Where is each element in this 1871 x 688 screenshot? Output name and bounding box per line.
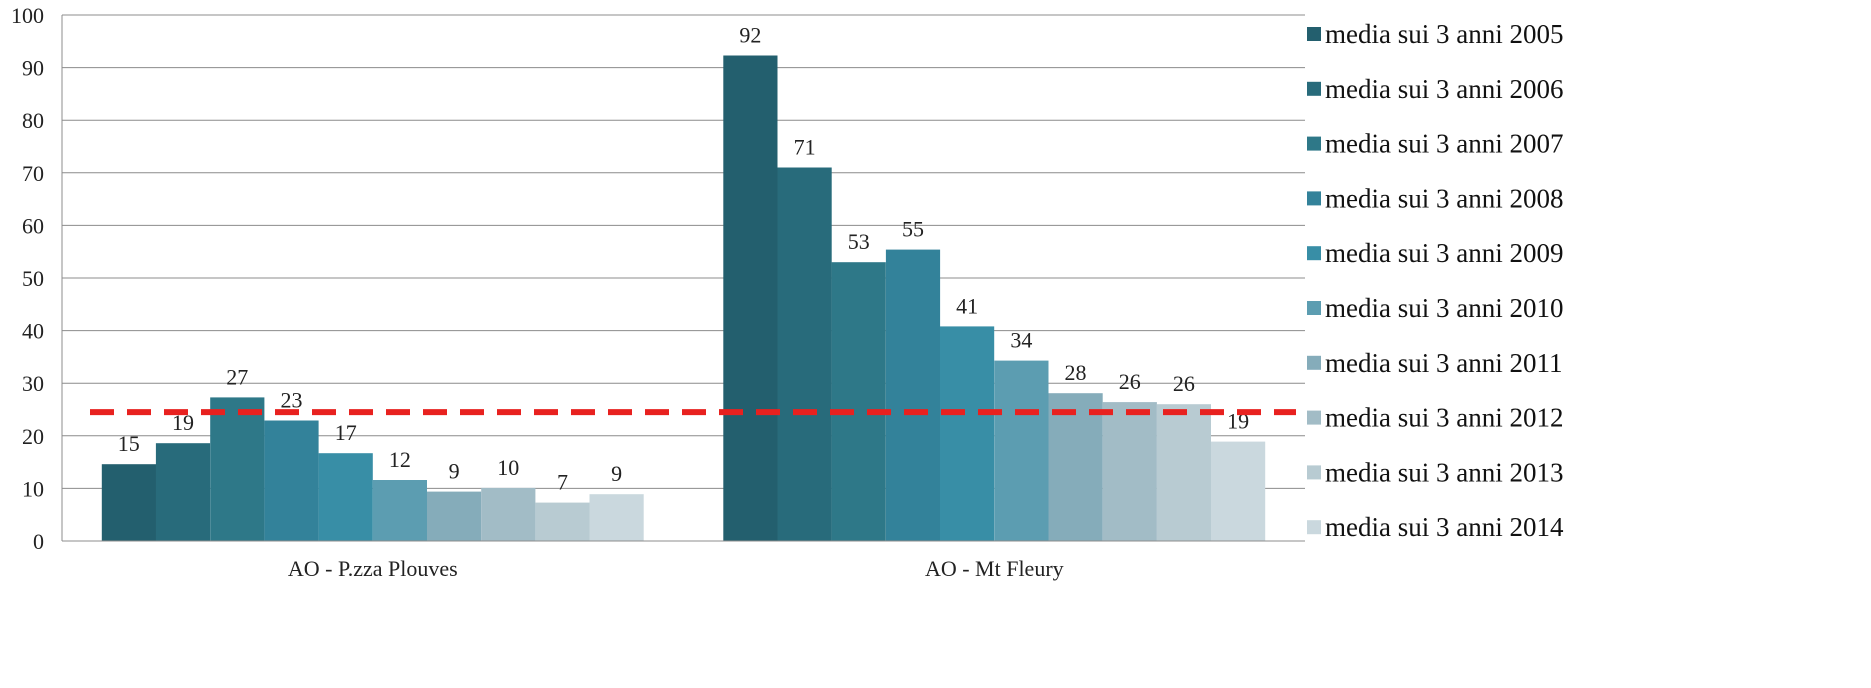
bar	[994, 360, 1049, 541]
data-label: 41	[956, 293, 978, 318]
data-label: 23	[281, 388, 303, 413]
data-label: 92	[739, 23, 761, 48]
y-tick-label: 90	[22, 56, 44, 81]
y-tick-label: 60	[22, 213, 44, 238]
y-tick-label: 70	[22, 161, 44, 186]
data-label: 10	[497, 455, 519, 480]
bar	[1156, 404, 1211, 541]
legend-label: media sui 3 anni 2013	[1325, 457, 1563, 487]
legend-swatch	[1307, 301, 1321, 315]
data-label: 19	[172, 410, 194, 435]
legend-label: media sui 3 anni 2012	[1325, 403, 1563, 433]
bar	[264, 420, 319, 541]
bar	[481, 487, 536, 541]
legend-swatch	[1307, 410, 1321, 425]
legend-label: media sui 3 anni 2006	[1325, 74, 1563, 104]
legend-swatch	[1307, 246, 1321, 261]
legend-label: media sui 3 anni 2009	[1325, 238, 1563, 268]
bar	[427, 491, 482, 541]
bar	[1048, 393, 1103, 541]
bar	[210, 397, 265, 541]
data-label: 34	[1010, 328, 1032, 353]
y-tick-label: 30	[22, 371, 44, 396]
legend-swatch	[1307, 355, 1321, 370]
y-tick-label: 0	[33, 529, 44, 554]
data-label: 55	[902, 217, 924, 242]
data-label: 28	[1065, 360, 1087, 385]
bar	[723, 55, 778, 541]
data-label: 12	[389, 447, 411, 472]
legend-label: media sui 3 anni 2007	[1325, 129, 1563, 159]
data-label: 15	[118, 431, 140, 456]
legend-swatch	[1307, 136, 1321, 151]
bar	[885, 249, 941, 541]
data-label: 26	[1119, 369, 1141, 394]
legend-label: media sui 3 anni 2008	[1325, 183, 1563, 213]
legend-label: media sui 3 anni 2005	[1325, 19, 1563, 49]
bar	[101, 464, 156, 541]
y-tick-label: 50	[22, 266, 44, 291]
data-label: 17	[335, 420, 357, 445]
y-tick-label: 80	[22, 108, 44, 133]
y-tick-label: 10	[22, 476, 44, 501]
data-label: 9	[449, 459, 460, 484]
y-tick-label: 20	[22, 424, 44, 449]
y-axis-ticks: 0 10 20 30 40 50 60 70 80 90 100	[11, 3, 44, 554]
bar	[777, 167, 832, 541]
legend-swatch	[1307, 520, 1321, 535]
y-tick-label: 40	[22, 319, 44, 344]
bars	[101, 55, 1266, 541]
bar	[155, 443, 211, 541]
data-label: 9	[611, 461, 622, 486]
legend-label: media sui 3 anni 2010	[1325, 293, 1563, 323]
bar	[1211, 441, 1266, 541]
data-label: 26	[1173, 371, 1195, 396]
bar	[372, 480, 427, 541]
data-label: 71	[794, 135, 816, 160]
bar	[940, 326, 995, 541]
bar	[831, 262, 886, 541]
data-label: 7	[557, 470, 568, 495]
legend-label: media sui 3 anni 2014	[1325, 512, 1564, 542]
x-category-label: AO - P.zza Plouves	[288, 556, 458, 581]
data-label: 27	[226, 364, 248, 389]
legend-swatch	[1307, 27, 1321, 41]
bar	[318, 453, 373, 541]
legend-swatch	[1307, 81, 1321, 96]
data-label: 53	[848, 229, 870, 254]
legend-swatch	[1307, 191, 1321, 206]
y-tick-label: 100	[11, 3, 44, 28]
x-category-label: AO - Mt Fleury	[925, 556, 1064, 581]
legend-label: media sui 3 anni 2011	[1325, 348, 1562, 378]
legend: media sui 3 anni 2005 media sui 3 anni 20…	[1307, 19, 1564, 542]
bar	[535, 502, 590, 541]
x-axis-categories: AO - P.zza Plouves AO - Mt Fleury	[288, 556, 1064, 581]
bar	[1102, 402, 1157, 541]
axes	[61, 15, 1305, 542]
legend-swatch	[1307, 465, 1321, 480]
bar	[589, 494, 644, 541]
